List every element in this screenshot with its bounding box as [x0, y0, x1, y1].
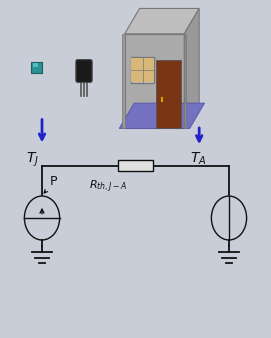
- Text: $R_{th,J-A}$: $R_{th,J-A}$: [89, 178, 128, 195]
- Polygon shape: [184, 8, 199, 128]
- Bar: [125, 34, 184, 128]
- Bar: [33, 63, 38, 67]
- Text: P: P: [50, 175, 58, 188]
- Text: $T_A$: $T_A$: [190, 150, 206, 167]
- Bar: [156, 60, 181, 128]
- Bar: [118, 160, 153, 171]
- Polygon shape: [119, 103, 205, 128]
- Bar: [122, 34, 125, 128]
- FancyBboxPatch shape: [76, 59, 92, 82]
- Bar: [131, 56, 154, 83]
- Bar: [31, 62, 42, 73]
- Bar: [184, 34, 186, 128]
- Bar: [131, 57, 154, 82]
- Text: $T_J$: $T_J$: [26, 150, 39, 169]
- Polygon shape: [125, 8, 199, 34]
